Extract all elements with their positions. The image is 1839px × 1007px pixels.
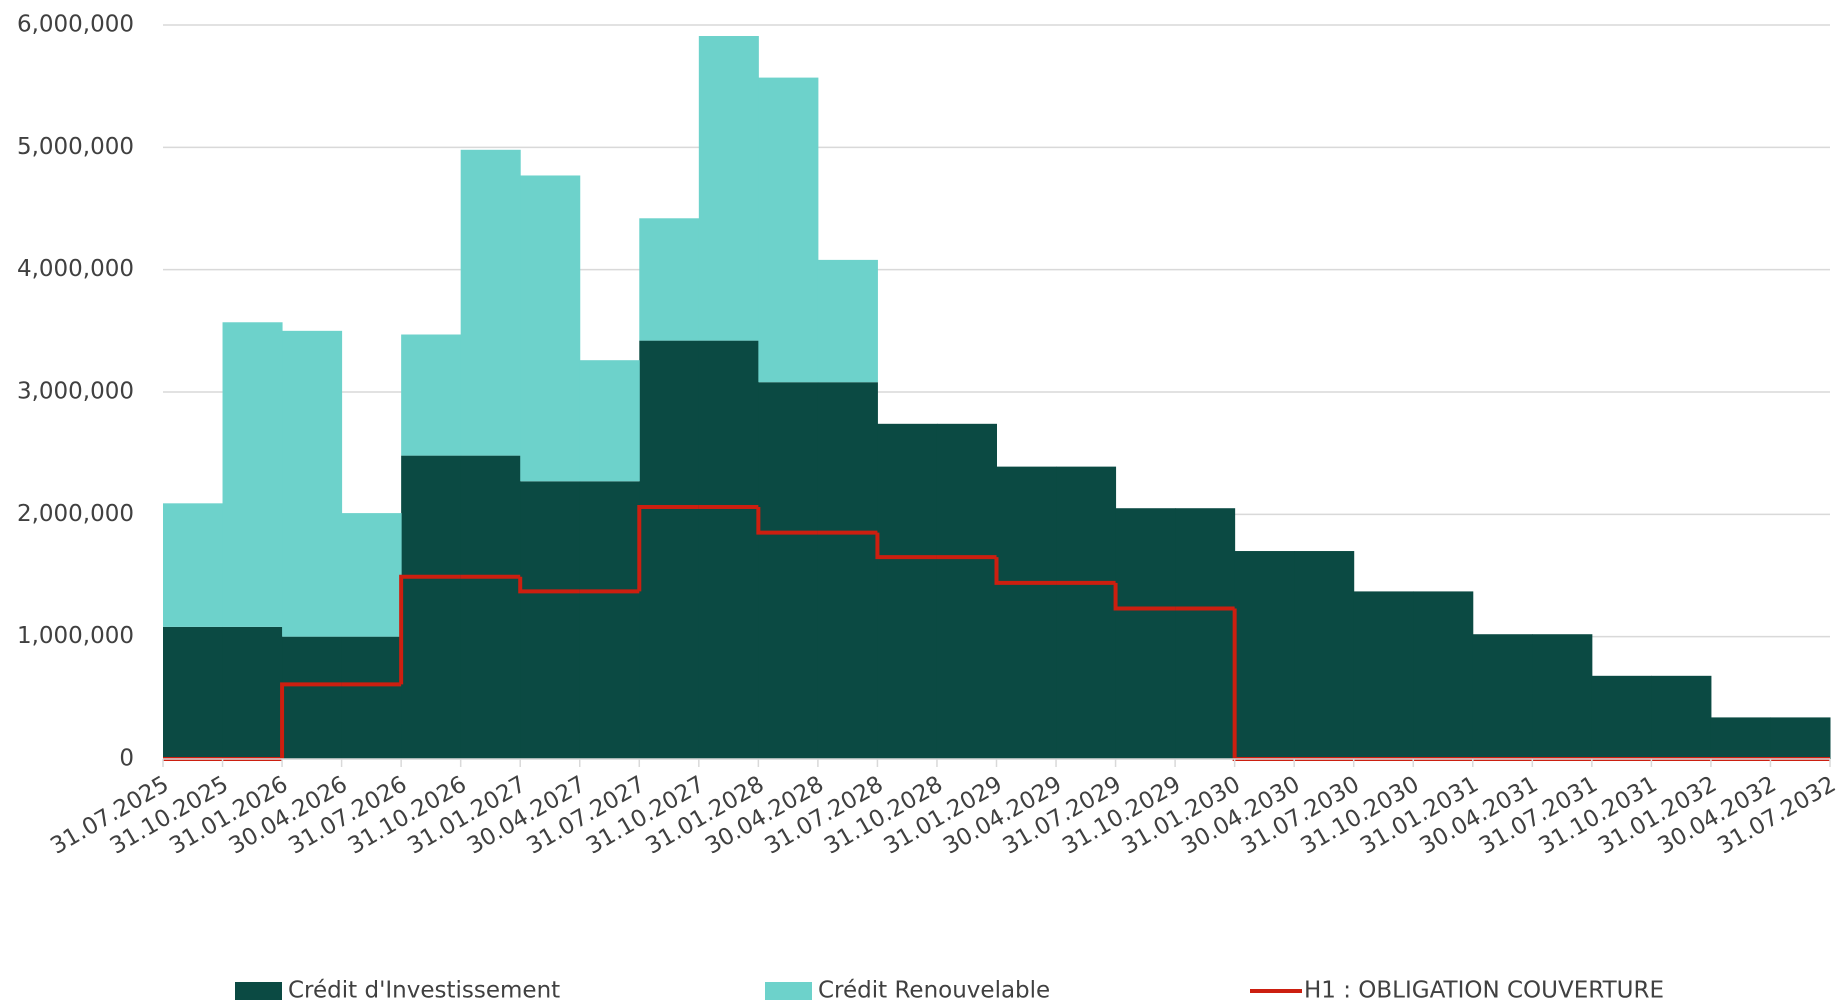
area-step — [1115, 508, 1176, 759]
line-step — [1113, 582, 1176, 611]
area-step — [996, 466, 1057, 759]
legend-item: Crédit Renouvelable — [765, 978, 1050, 1004]
area-step — [520, 175, 581, 482]
area-step — [1056, 466, 1117, 759]
area-step — [341, 513, 402, 637]
legend-item: H1 : OBLIGATION COUVERTURE — [1250, 978, 1664, 1004]
area-step — [579, 360, 640, 482]
area-step — [698, 340, 759, 759]
area-step — [1472, 634, 1533, 759]
area-step — [579, 481, 640, 759]
area-step — [282, 330, 343, 637]
legend-swatch — [765, 982, 812, 1000]
line-step — [280, 682, 342, 759]
area-step — [282, 636, 343, 759]
area-step — [163, 626, 224, 759]
area-step — [341, 636, 402, 759]
area-step — [1353, 591, 1414, 759]
area-step — [163, 503, 224, 627]
area-step — [936, 423, 997, 759]
y-tick-label: 4,000,000 — [17, 256, 134, 282]
area-step — [639, 218, 700, 341]
area-step — [1234, 551, 1295, 759]
area-step — [222, 322, 283, 627]
area-step — [1651, 675, 1712, 759]
area-step — [758, 382, 819, 759]
y-tick-label: 3,000,000 — [17, 379, 134, 405]
legend-label: H1 : OBLIGATION COUVERTURE — [1304, 978, 1664, 1004]
legend-item: Crédit d'Investissement — [235, 978, 560, 1004]
area-step — [1770, 717, 1831, 759]
area-step — [1591, 675, 1652, 759]
area-step — [1710, 717, 1771, 759]
area-step — [222, 626, 283, 759]
area-step — [1175, 508, 1236, 759]
area-step — [758, 77, 819, 383]
area-step — [698, 36, 759, 341]
line-step — [756, 506, 818, 535]
area-step — [520, 481, 581, 759]
area-step — [460, 149, 521, 456]
legend-label: Crédit d'Investissement — [288, 978, 560, 1004]
legend-swatch — [235, 982, 282, 1000]
area-step — [1294, 551, 1355, 759]
line-step — [637, 504, 699, 592]
area-step — [1413, 591, 1474, 759]
line-step — [875, 532, 937, 560]
y-tick-label: 0 — [119, 746, 134, 772]
line-step — [518, 576, 580, 594]
area-step — [401, 455, 462, 759]
area-step — [877, 423, 938, 759]
line-step — [399, 574, 461, 685]
area-step — [1532, 634, 1593, 759]
area-step — [639, 340, 700, 759]
y-tick-label: 5,000,000 — [17, 134, 134, 160]
area-step — [460, 455, 521, 759]
y-tick-label: 1,000,000 — [17, 623, 134, 649]
legend-label: Crédit Renouvelable — [818, 978, 1050, 1004]
y-tick-label: 6,000,000 — [17, 12, 134, 38]
area-step — [817, 259, 878, 383]
line-step — [994, 557, 1057, 585]
area-step — [817, 382, 878, 759]
y-tick-label: 2,000,000 — [17, 501, 134, 527]
area-step — [401, 334, 462, 456]
